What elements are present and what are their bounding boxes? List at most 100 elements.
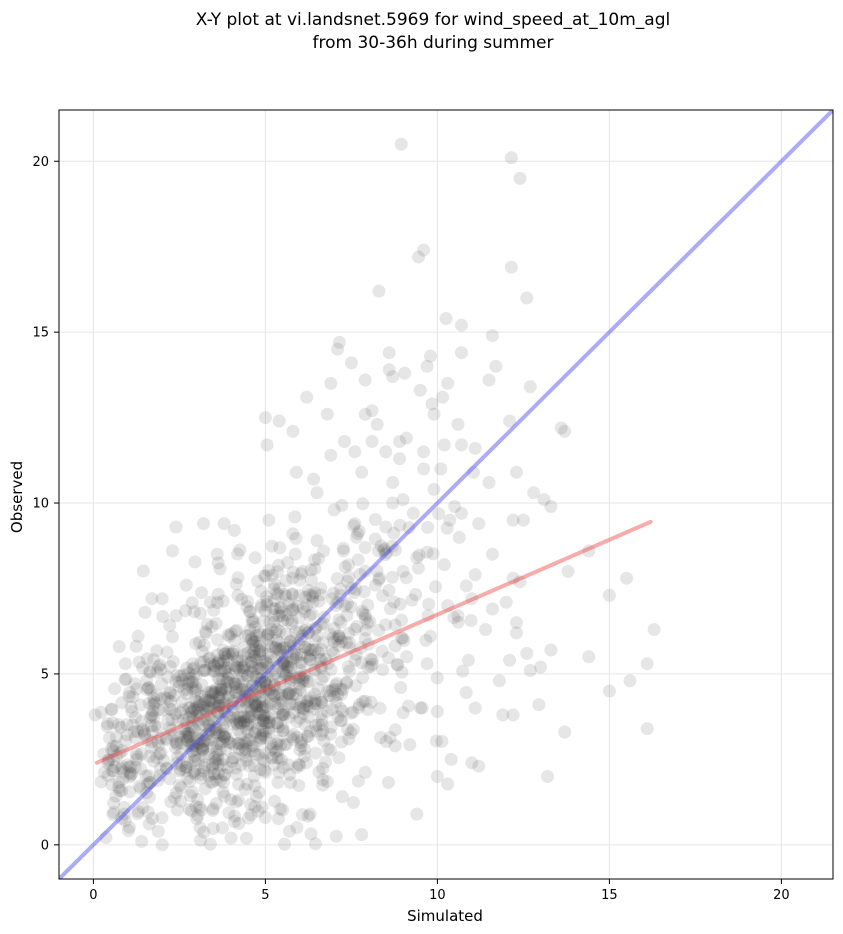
data-point (88, 708, 102, 722)
data-point (534, 660, 548, 674)
data-point (214, 657, 228, 670)
data-point (283, 671, 297, 685)
data-point (254, 674, 268, 688)
data-point (394, 137, 408, 151)
data-point (175, 673, 189, 687)
data-point (259, 725, 273, 739)
data-point (368, 513, 382, 526)
data-point (203, 694, 217, 707)
data-point (272, 687, 286, 701)
data-point (101, 769, 115, 782)
data-point (197, 825, 211, 839)
y-axis-ticks: 0 5 10 15 20 (32, 155, 59, 853)
data-point (312, 594, 326, 608)
data-point (281, 688, 295, 701)
data-point (335, 735, 348, 749)
data-point (273, 541, 287, 555)
data-point (420, 657, 434, 671)
data-point (244, 665, 258, 678)
data-point (190, 700, 204, 714)
data-point (211, 656, 225, 670)
data-point (206, 740, 220, 754)
data-point (358, 407, 372, 421)
data-point (276, 641, 290, 655)
data-point (382, 583, 396, 597)
data-point (248, 727, 262, 741)
data-point (122, 690, 136, 703)
data-point (221, 645, 235, 659)
data-point (307, 663, 321, 677)
data-point (259, 569, 273, 583)
data-point (276, 720, 290, 734)
data-point (400, 650, 414, 664)
data-point (262, 721, 276, 735)
data-point (259, 590, 273, 604)
data-point (109, 789, 123, 803)
data-point (216, 594, 230, 608)
data-point (211, 705, 225, 719)
data-point (468, 441, 482, 455)
data-point (485, 547, 499, 561)
data-point (237, 640, 251, 654)
data-point (185, 705, 198, 719)
data-point (301, 693, 315, 707)
data-point (201, 734, 215, 748)
data-point (239, 695, 252, 709)
data-point (440, 521, 454, 535)
data-point (451, 615, 465, 629)
data-point (220, 675, 234, 688)
data-point (317, 544, 330, 558)
data-point (275, 648, 289, 662)
data-point (265, 640, 279, 654)
data-point (274, 644, 288, 658)
data-point (191, 753, 205, 767)
data-point (468, 568, 482, 582)
data-point (281, 686, 295, 700)
data-point (211, 748, 225, 762)
data-point (231, 588, 245, 602)
data-point (295, 656, 309, 670)
data-point (232, 686, 246, 700)
data-point (383, 731, 397, 744)
data-point (513, 171, 527, 185)
data-point (298, 742, 312, 756)
data-point (216, 672, 230, 686)
data-point (282, 687, 296, 701)
data-point (143, 776, 157, 790)
data-point (232, 714, 246, 728)
data-point (193, 706, 206, 720)
data-point (191, 736, 205, 750)
data-point (377, 543, 391, 557)
data-point (221, 628, 235, 642)
data-point (204, 701, 218, 715)
data-point (311, 682, 325, 695)
data-point (237, 660, 251, 674)
data-point (214, 687, 228, 700)
data-point (245, 703, 258, 717)
data-point (169, 735, 183, 749)
data-point (206, 761, 219, 775)
data-point (388, 639, 402, 653)
data-point (136, 724, 150, 738)
data-point (130, 750, 144, 764)
data-point (239, 750, 253, 764)
data-point (541, 770, 554, 783)
data-point (299, 590, 312, 604)
data-point (255, 661, 269, 675)
data-point (451, 609, 465, 623)
data-point (227, 644, 241, 658)
data-point (179, 578, 193, 592)
data-point (216, 643, 230, 657)
data-point (223, 675, 237, 689)
data-point (253, 639, 267, 653)
data-point (345, 581, 358, 595)
data-point (251, 748, 265, 762)
data-point (266, 602, 280, 616)
data-point (106, 716, 120, 730)
data-point (361, 598, 375, 612)
data-point (150, 665, 164, 679)
data-point (237, 715, 251, 729)
data-point (336, 704, 350, 718)
data-point (297, 702, 311, 716)
data-point (100, 720, 114, 733)
